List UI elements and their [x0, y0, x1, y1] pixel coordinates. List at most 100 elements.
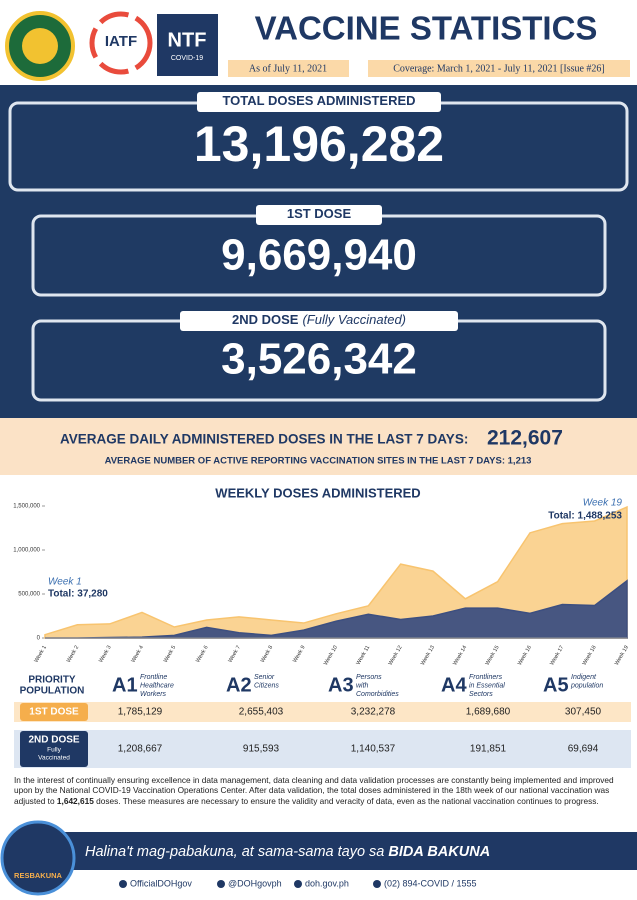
priority-header: PRIORITY: [28, 675, 76, 686]
y-tick-label: 1,500,000: [13, 504, 40, 510]
note-text: In the interest of continually ensuring …: [14, 775, 614, 806]
x-tick-label: Week 11: [356, 645, 372, 666]
x-tick-label: Week 10: [323, 645, 339, 667]
x-tick-label: Week 1: [34, 645, 48, 664]
row-value: 307,450: [565, 707, 602, 718]
note-text: doses. These measures are necessary to e…: [93, 795, 599, 806]
row-value: 1,689,680: [466, 707, 511, 718]
coverage: Coverage: March 1, 2021 - July 11, 2021 …: [393, 63, 605, 74]
group-desc: with: [356, 682, 369, 689]
social-text: doh.gov.ph: [305, 878, 349, 888]
y-tick-label: 1,000,000: [13, 548, 40, 554]
averages-band: [0, 418, 637, 475]
x-tick-label: Week 18: [582, 645, 598, 667]
row-value: 191,851: [470, 744, 507, 755]
group-desc: Comorbidities: [356, 691, 399, 698]
group-code: A3: [328, 674, 354, 696]
group-desc: Persons: [356, 674, 382, 681]
row-value: 69,694: [568, 744, 599, 755]
area-series: [44, 505, 628, 639]
group-desc: Citizens: [254, 682, 279, 689]
social-icon: [294, 880, 302, 888]
group-desc: Sectors: [469, 691, 493, 698]
social-icon: [119, 880, 127, 888]
x-tick-label: Week 12: [388, 645, 404, 667]
area-series: [45, 579, 628, 639]
total-label-text: 2ND DOSE: [232, 312, 299, 327]
date-box: [228, 60, 349, 77]
x-tick-label: Week 3: [98, 645, 112, 664]
x-tick-label: Week 9: [292, 645, 306, 664]
x-tick-label: Week 19: [614, 645, 630, 667]
group-code: A4: [441, 674, 467, 696]
daily-value: 212,607: [487, 427, 563, 450]
row-value: 1,785,129: [118, 707, 163, 718]
row-value: 3,232,278: [351, 707, 396, 718]
group-code: A5: [543, 674, 569, 696]
total-label-text: TOTAL DOSES ADMINISTERED: [222, 93, 415, 108]
x-tick-label: Week 6: [195, 645, 209, 664]
row-value: 1,140,537: [351, 744, 396, 755]
page-title: VACCINE STATISTICS: [255, 10, 598, 47]
x-tick-label: Week 17: [549, 645, 565, 667]
x-tick-label: Week 2: [66, 645, 80, 664]
group-desc: in Essential: [469, 682, 505, 689]
x-tick-label: Week 15: [485, 645, 501, 667]
total-pill: [197, 92, 441, 112]
x-tick-label: Week 13: [420, 645, 436, 667]
group-desc: Frontline: [140, 674, 167, 681]
coverage-box: [368, 60, 630, 77]
totals-panel: [0, 85, 637, 418]
y-tick-label: 500,000: [18, 592, 40, 598]
row-value: 2,655,403: [239, 707, 284, 718]
ntf-sub: COVID-19: [171, 55, 203, 62]
group-desc: population: [570, 682, 603, 689]
row-band: [14, 730, 631, 768]
social-icon: [217, 880, 225, 888]
x-tick-label: Week 5: [163, 645, 177, 664]
annotation-total: Total: 1,488,253: [548, 511, 622, 522]
ntf-logo: [157, 14, 218, 76]
slogan-bold: BIDA BAKUNA: [388, 844, 490, 860]
row-pill: [20, 703, 88, 721]
annotation-total: Total: 37,280: [48, 589, 108, 600]
sites-label: AVERAGE NUMBER OF ACTIVE REPORTING VACCI…: [105, 456, 532, 467]
row-value: 1,208,667: [118, 744, 163, 755]
x-tick-label: Week 4: [131, 645, 145, 664]
social-text: OfficialDOHgov: [130, 878, 192, 888]
group-code: A2: [226, 674, 252, 696]
row-band: [14, 702, 631, 722]
group-desc: Indigent: [571, 674, 597, 681]
total-pill: [180, 311, 458, 331]
badge: [0, 820, 76, 896]
social-icon: [373, 880, 381, 888]
note: In the interest of continually ensuring …: [14, 775, 624, 806]
total-value: 9,669,940: [221, 231, 417, 280]
social-text: (02) 894-COVID / 1555: [384, 878, 477, 888]
social-text: @DOHgovph: [228, 878, 282, 888]
group-desc: Frontliners: [469, 674, 503, 681]
slogan: Halina't mag-pabakuna, at sama-sama tayo…: [85, 844, 490, 860]
y-tick-label: 0: [37, 636, 41, 642]
total-value: 13,196,282: [194, 116, 444, 172]
badge-text: RESBAKUNA: [14, 871, 63, 880]
row-sub: Fully: [47, 747, 61, 754]
row-sub: Vaccinated: [38, 755, 70, 762]
slogan-text: Halina't mag-pabakuna, at sama-sama tayo…: [85, 844, 388, 860]
total-value: 3,526,342: [221, 335, 417, 384]
row-label: 2ND DOSE: [28, 735, 79, 746]
x-tick-label: Week 14: [452, 645, 468, 667]
row-pill: [20, 731, 88, 767]
total-pill: [256, 205, 382, 225]
footer-banner: [40, 832, 637, 870]
doh-logo-core: [22, 28, 58, 64]
group-desc: Senior: [254, 674, 275, 681]
priority-header: POPULATION: [20, 686, 85, 697]
total-label: 2ND DOSE (Fully Vaccinated): [232, 312, 406, 327]
x-tick-label: Week 16: [517, 645, 533, 667]
annotation-week: Week 1: [48, 577, 82, 588]
row-label: 1ST DOSE: [29, 707, 79, 718]
x-tick-label: Week 7: [228, 645, 242, 664]
